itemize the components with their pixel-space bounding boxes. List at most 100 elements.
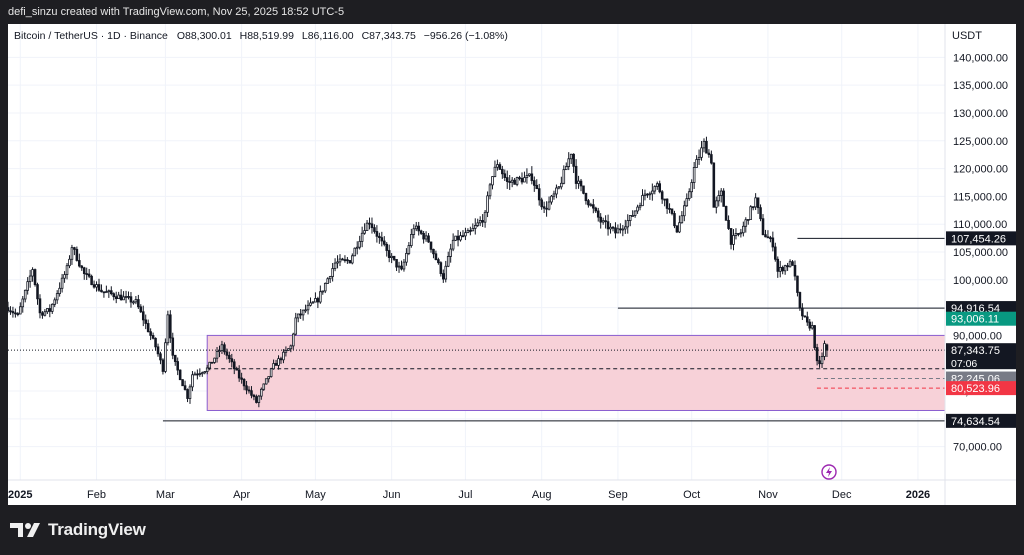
price-tag-bg [946, 343, 1016, 370]
candle-body [75, 248, 79, 261]
y-tick-label: 70,000.00 [953, 442, 1002, 454]
candle-body [594, 207, 598, 212]
candle-body [301, 309, 305, 316]
candle-body [419, 230, 423, 234]
candle-body [707, 152, 711, 155]
candle-body [734, 233, 738, 236]
candle-body [50, 303, 54, 312]
candle-body [742, 225, 745, 234]
candle-body [808, 321, 812, 329]
candle-body [267, 376, 270, 380]
price-chart[interactable]: 70,000.0075,000.0080,000.0085,000.0090,0… [6, 24, 1016, 505]
candle-body [446, 256, 450, 267]
candle-body [722, 190, 725, 207]
x-tick-label: Aug [532, 489, 552, 501]
candle-body [636, 206, 639, 212]
price-tag-countdown: 07:06 [951, 358, 977, 370]
candle-body [296, 313, 300, 319]
low-label: L [302, 30, 308, 42]
candle-body [117, 294, 120, 299]
price-tag: 74,634.54 [946, 413, 1016, 428]
candle-body [759, 207, 762, 220]
candle-body [461, 235, 465, 238]
candle-body [739, 232, 743, 235]
candle-body [535, 184, 539, 190]
candle-body [220, 344, 224, 352]
candle-body [407, 245, 411, 254]
price-tag: 107,454.26 [946, 231, 1016, 246]
close-value: 87,343.75 [369, 30, 416, 42]
support-zone[interactable] [206, 334, 946, 411]
candle-body [417, 225, 420, 232]
candle-body [385, 243, 389, 251]
candle-body [429, 241, 433, 250]
candle-body [520, 177, 524, 183]
price-tags: 107,454.2694,916.5493,006.1187,343.7507:… [946, 231, 1016, 428]
candle-body [70, 247, 74, 260]
candle-body [378, 235, 381, 239]
author-credit: defi_sinzu created with TradingView.com,… [8, 6, 345, 18]
candle-body [705, 140, 708, 154]
candle-body [245, 385, 248, 391]
tradingview-logo[interactable]: TradingView [10, 518, 146, 542]
candle-body [560, 182, 563, 188]
candle-body [564, 166, 568, 171]
candle-body [102, 291, 106, 294]
candle-body [655, 183, 659, 187]
candle-body [78, 260, 81, 267]
candle-body [651, 190, 654, 195]
candle-body [466, 230, 470, 234]
candle-body [173, 354, 177, 362]
candle-body [137, 299, 140, 308]
candle-body [252, 394, 256, 398]
legend: Bitcoin / TetherUS · 1D · Binance O88,30… [14, 30, 508, 42]
candle-body [737, 233, 740, 235]
candle-body [665, 198, 669, 209]
time-axis[interactable]: 2025 Feb Mar Apr May Jun Jul Aug Sep Oct Nov Dec 202… [8, 489, 930, 501]
candle-body [727, 219, 730, 229]
candle-body [798, 292, 802, 309]
candle-body [675, 225, 679, 233]
candle-body [631, 215, 634, 217]
candle-body [201, 372, 204, 375]
candle-body [395, 259, 398, 268]
svg-text:Bitcoin / TetherUS · 1D · Bina: Bitcoin / TetherUS · 1D · Binance O88,30… [14, 30, 508, 42]
chart-panel[interactable]: 70,000.0075,000.0080,000.0085,000.0090,0… [6, 24, 1016, 505]
candle-body [262, 383, 266, 390]
candle-body [107, 290, 111, 293]
candle-body [498, 164, 502, 170]
candle-body [181, 379, 184, 387]
x-tick-label: May [305, 489, 326, 501]
candle-body [299, 313, 302, 316]
candle-body [724, 205, 728, 221]
candle-body [476, 222, 480, 226]
candle-body [274, 363, 278, 366]
candle-body [208, 361, 211, 369]
candle-body [355, 246, 359, 249]
candle-body [380, 237, 384, 242]
candle-body [341, 258, 344, 261]
candle-body [95, 284, 98, 288]
candle-body [626, 220, 630, 228]
candle-body [390, 255, 393, 258]
candle-body [23, 289, 27, 300]
candle-body [316, 298, 320, 303]
price-tag-label: 74,634.54 [951, 416, 1000, 428]
candle-body [333, 262, 337, 269]
candle-body [46, 308, 49, 313]
candle-body [646, 193, 649, 196]
candle-body [491, 176, 494, 186]
candle-body [589, 204, 593, 207]
candle-body [493, 166, 497, 177]
price-tag-bg [946, 413, 1016, 428]
candle-body [247, 389, 251, 392]
x-tick-label: Jul [458, 489, 472, 501]
change-value: −956.26 (−1.08%) [424, 30, 508, 42]
candle-body [414, 225, 418, 230]
lightning-icon[interactable] [821, 464, 837, 480]
candle-body [449, 248, 452, 257]
x-tick-label: Mar [156, 489, 175, 501]
candle-body [156, 346, 160, 355]
close-label: C [362, 30, 370, 42]
candle-body [178, 369, 182, 381]
